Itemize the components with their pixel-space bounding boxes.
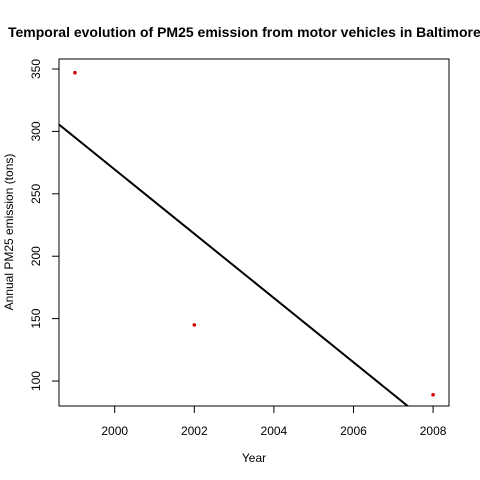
data-point xyxy=(193,323,197,327)
trend-line xyxy=(59,125,409,408)
data-point xyxy=(73,71,77,75)
data-point xyxy=(431,393,435,397)
x-tick-label: 2004 xyxy=(261,424,288,438)
x-tick-label: 2008 xyxy=(420,424,447,438)
plot-frame xyxy=(59,59,449,406)
x-axis-label: Year xyxy=(242,451,266,465)
y-tick-label: 200 xyxy=(29,246,43,266)
x-tick-label: 2002 xyxy=(181,424,208,438)
x-tick-label: 2000 xyxy=(101,424,128,438)
chart-title: Temporal evolution of PM25 emission from… xyxy=(8,24,480,40)
y-tick-label: 350 xyxy=(29,59,43,79)
y-axis: 100 150 200 250 300 350 xyxy=(29,59,59,391)
plot-area xyxy=(59,59,449,406)
y-tick-label: 150 xyxy=(29,308,43,328)
x-axis: 2000 2002 2004 2006 2008 xyxy=(101,406,446,438)
y-tick-label: 250 xyxy=(29,183,43,203)
x-tick-label: 2006 xyxy=(340,424,367,438)
data-points xyxy=(73,71,435,397)
y-axis-label: Annual PM25 emission (tons) xyxy=(2,154,16,311)
y-tick-label: 300 xyxy=(29,121,43,141)
trend-line-group xyxy=(59,125,409,408)
y-tick-label: 100 xyxy=(29,371,43,391)
